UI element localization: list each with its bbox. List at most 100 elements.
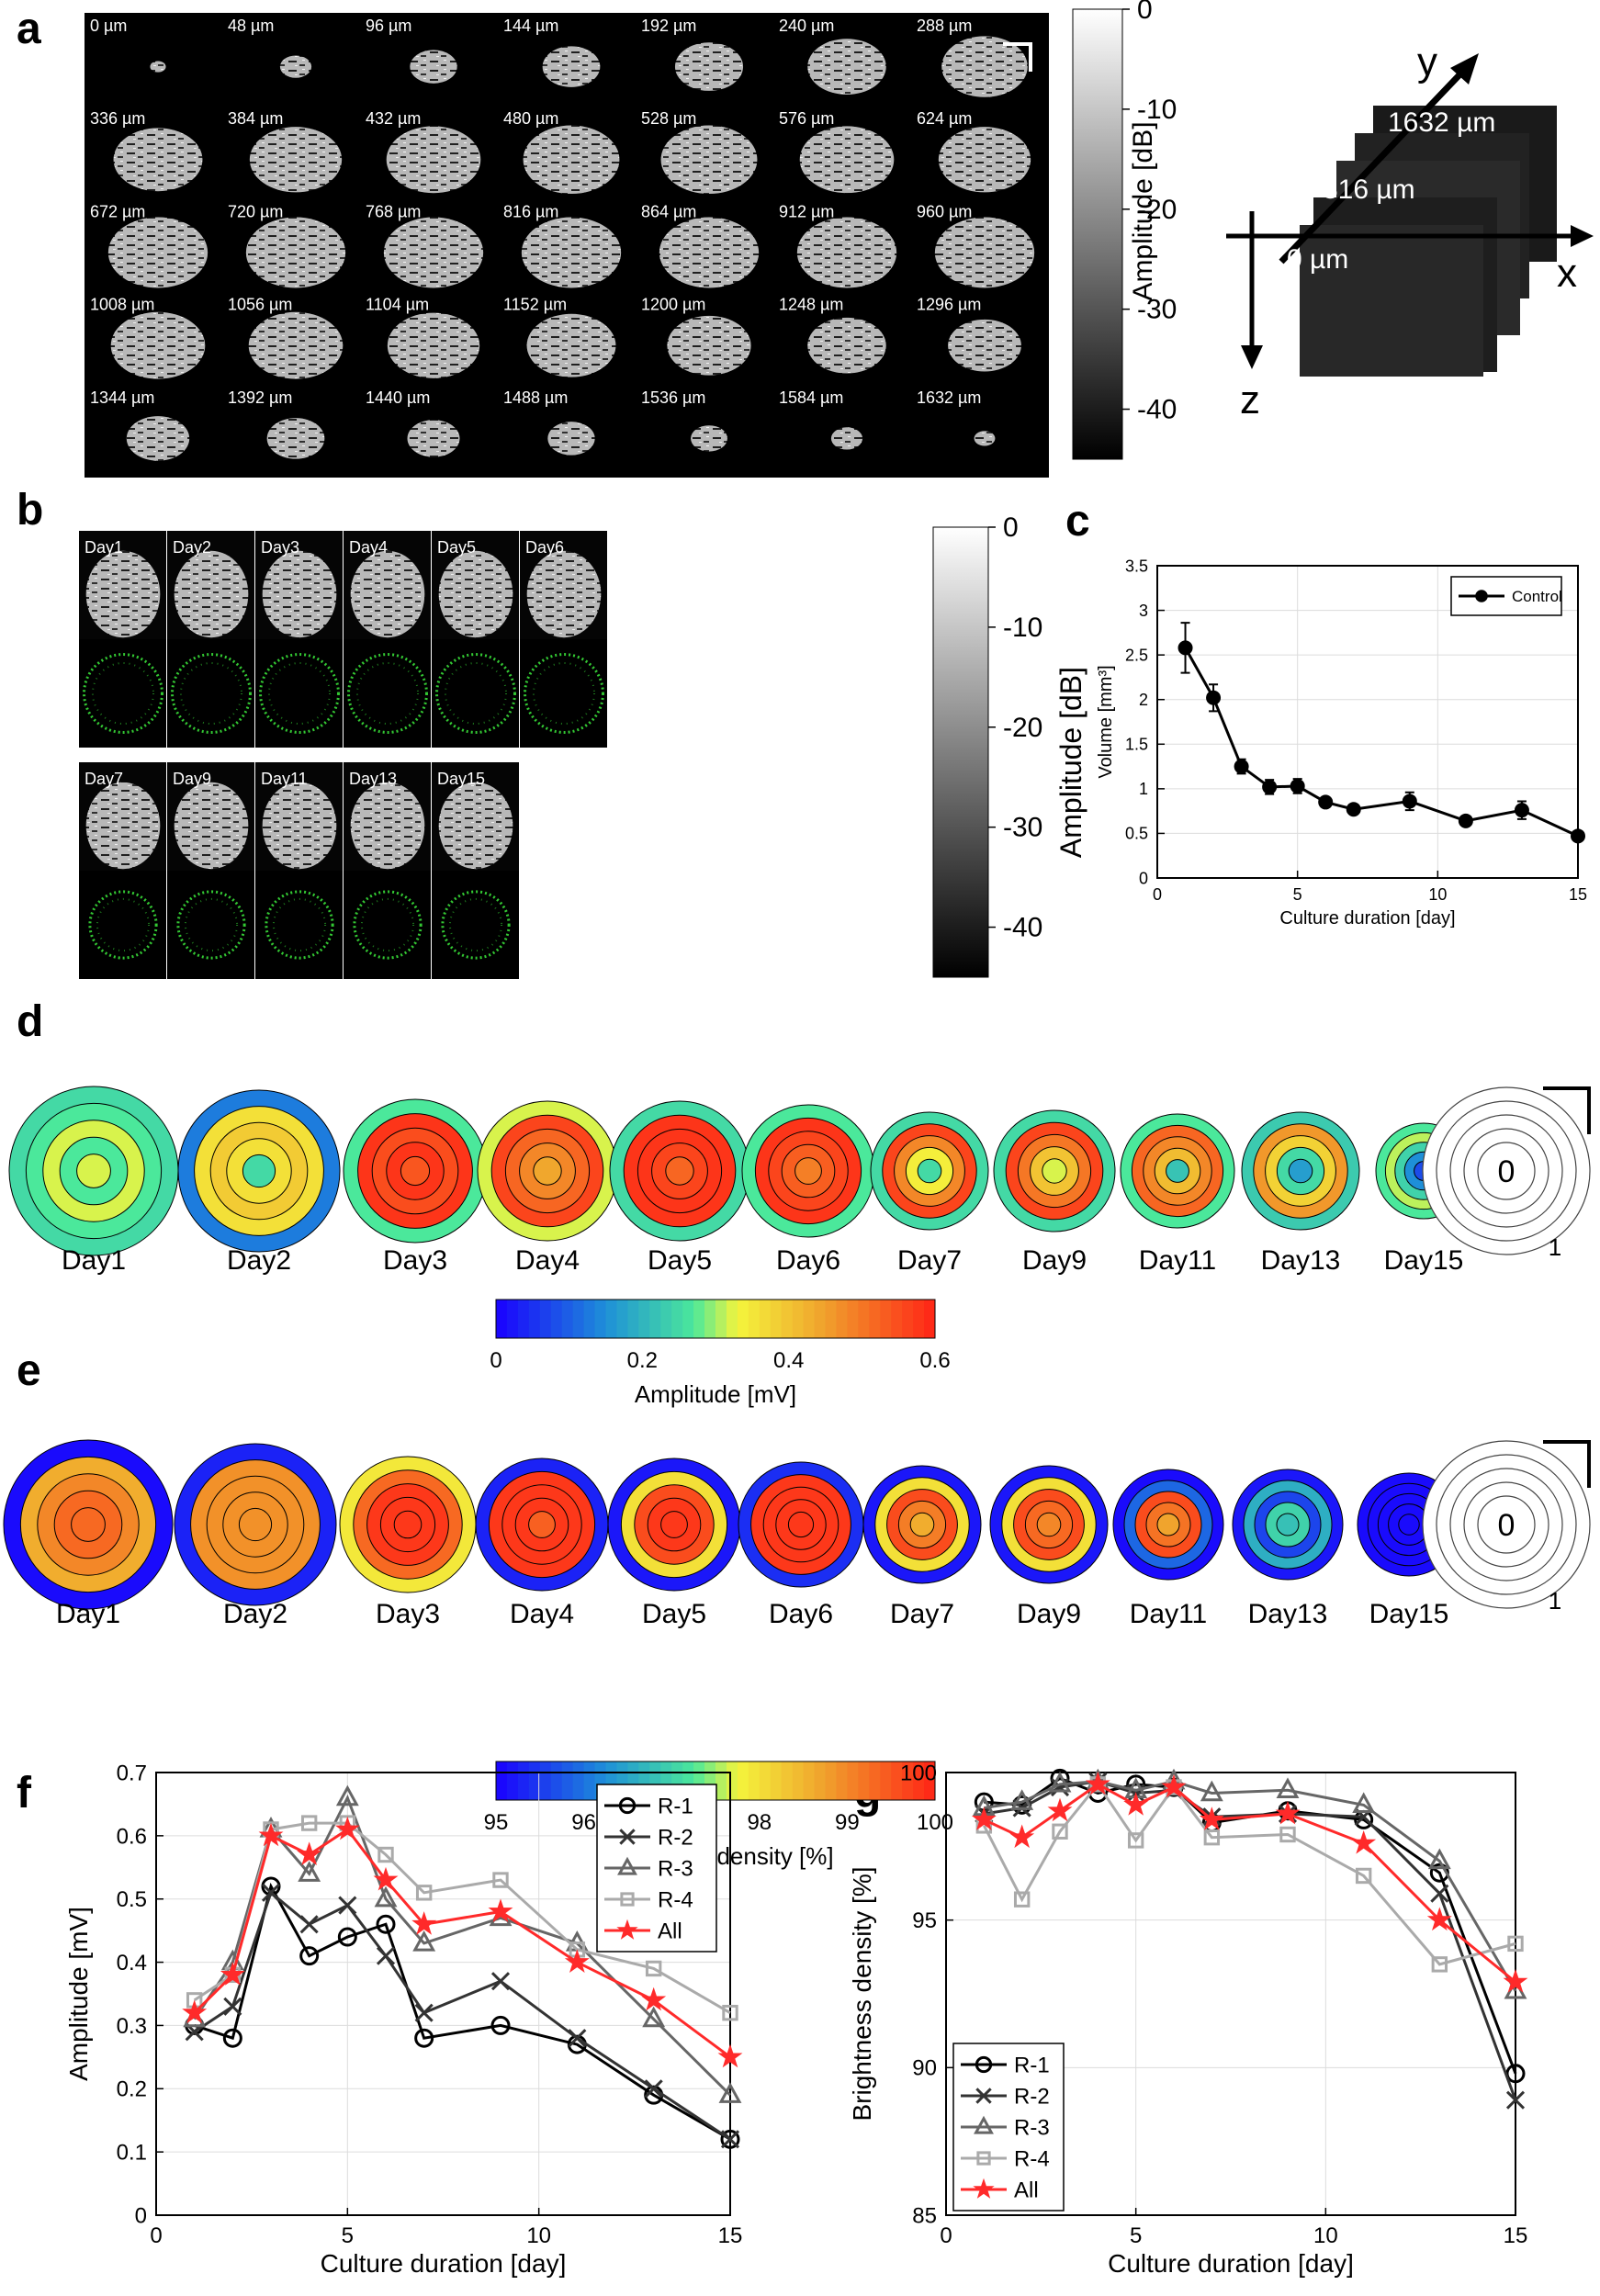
depth-label: 672 µm — [90, 202, 145, 220]
spheroid-image — [383, 217, 484, 288]
day-label: Day2 — [227, 1245, 291, 1276]
spheroid-image — [521, 217, 622, 288]
series-All — [971, 1771, 1528, 1993]
data-point — [642, 2006, 666, 2028]
x-axis-label: Culture duration [day] — [321, 2249, 567, 2278]
data-point — [645, 1960, 662, 1977]
x-tick-label: 15 — [1504, 2223, 1528, 2248]
y-tick-label: 3.5 — [1125, 557, 1148, 575]
reference-edge: 1 — [1549, 1233, 1561, 1261]
day-tile: Day13 — [344, 762, 431, 979]
day-tile: Day5 — [432, 531, 519, 748]
depth-label: 576 µm — [779, 109, 834, 128]
data-point — [1571, 828, 1585, 844]
ring — [665, 1156, 694, 1186]
day-label: Day4 — [515, 1245, 580, 1276]
data-point — [1475, 590, 1488, 602]
data-point — [1431, 1956, 1448, 1973]
y-tick-label: 0.6 — [117, 1824, 147, 1849]
ring-plot: Day6 — [741, 1104, 875, 1276]
ring-plot: Day4 — [475, 1458, 609, 1629]
chart-e-brightness-rings: Day1 Day2 Day3 Day4 Day5 Day6 Day7 Day9 Day11 Day… — [3, 1439, 1591, 1870]
x-tick-label: 10 — [1428, 885, 1447, 904]
spheroid-image — [248, 311, 344, 379]
day-label: Day5 — [642, 1599, 706, 1629]
depth-label: 1008 µm — [90, 296, 154, 314]
ring — [528, 1511, 556, 1538]
ring-plot: Day13 — [1232, 1469, 1344, 1629]
depth-label: 720 µm — [228, 202, 283, 220]
data-point — [973, 2178, 995, 2199]
panel-letter-e: e — [17, 1346, 41, 1395]
data-point — [971, 1806, 997, 1830]
depth-tile: 1200 µm — [641, 296, 751, 376]
y-tick-label: 0.5 — [117, 1887, 147, 1912]
ring — [917, 1158, 942, 1184]
depth-label: 768 µm — [366, 202, 421, 220]
y-tick-label: 85 — [912, 2203, 937, 2228]
depth-label: 1344 µm — [90, 388, 154, 407]
spheroid-image — [107, 217, 208, 288]
depth-tile: 480 µm — [503, 109, 620, 195]
depth-tile: 1632 µm — [917, 388, 996, 446]
data-point — [414, 2003, 434, 2022]
ring — [1276, 1513, 1300, 1536]
colorbar-tick: 0 — [1137, 0, 1153, 25]
day-tile: Day2 — [167, 531, 254, 748]
series-All — [182, 1816, 743, 2068]
day-label: Day15 — [1384, 1245, 1464, 1276]
depth-tile: 96 µm — [366, 17, 457, 84]
spheroid-image — [526, 313, 616, 377]
panel-a-colorbar: 0 -10 -20 -30 -40 — [1072, 0, 1177, 460]
x-tick-label: 15 — [1569, 885, 1587, 904]
depth-tile: 528 µm — [641, 109, 758, 195]
legend-label: R-3 — [658, 1856, 693, 1881]
day-label: Day6 — [525, 538, 564, 557]
colorbar-tick: 98 — [747, 1810, 772, 1835]
colorbar-label: Amplitude [mV] — [635, 1380, 796, 1408]
day-label: Day6 — [769, 1599, 833, 1629]
data-point — [334, 1816, 360, 1840]
data-point — [976, 2151, 991, 2166]
depth-tile: 624 µm — [917, 109, 1031, 193]
day-label: Day15 — [1369, 1599, 1449, 1629]
spheroid-image — [948, 319, 1021, 372]
data-point — [1352, 1792, 1376, 1814]
data-point — [641, 1986, 667, 2011]
depth-tile: 720 µm — [228, 202, 346, 288]
depth-label: 48 µm — [228, 17, 274, 35]
colorbar-tick: 0.4 — [773, 1348, 804, 1373]
ring — [238, 1507, 273, 1542]
day-label: Day13 — [349, 770, 397, 788]
data-point — [1503, 1968, 1528, 1993]
depth-label: 1392 µm — [228, 388, 292, 407]
data-point — [1318, 794, 1334, 810]
y-tick-label: 0.2 — [117, 2077, 147, 2102]
panel-letter-c: c — [1065, 497, 1090, 546]
x-tick-label: 15 — [718, 2223, 743, 2248]
data-point — [1047, 1797, 1073, 1822]
series-Control — [1177, 622, 1585, 844]
panel-a-depth-grid: 0 µm 48 µm 96 µm 144 µm 192 µm 240 µm 288 µm 33… — [85, 13, 1049, 478]
y-tick-label: 0.4 — [117, 1951, 147, 1975]
data-point — [376, 1914, 396, 1934]
depth-label: 1536 µm — [641, 388, 705, 407]
chart-f-amplitude-lines: 0 5 10 15 0 0.1 0.2 0.3 0.4 0.5 0.6 0.7 Culture dura… — [64, 1761, 743, 2278]
depth-tile: 432 µm — [366, 109, 481, 194]
data-point — [222, 2028, 242, 2048]
data-point — [1458, 813, 1473, 828]
day-tile: Day9 — [167, 762, 254, 979]
data-point — [718, 2082, 742, 2103]
depth-label: 960 µm — [917, 202, 972, 220]
data-point — [568, 2029, 587, 2048]
depth-label: 432 µm — [366, 109, 421, 128]
series-R-2 — [185, 1883, 740, 2149]
spheroid-image — [807, 317, 886, 374]
day-label: Day3 — [383, 1245, 447, 1276]
colorbar-tick: 0 — [1003, 512, 1019, 543]
colorbar-tick: -40 — [1003, 913, 1042, 943]
data-point — [1199, 1806, 1224, 1830]
day-label: Day7 — [897, 1245, 962, 1276]
slice-label: 0 µm — [1287, 244, 1348, 275]
plot-frame — [155, 1772, 731, 2216]
